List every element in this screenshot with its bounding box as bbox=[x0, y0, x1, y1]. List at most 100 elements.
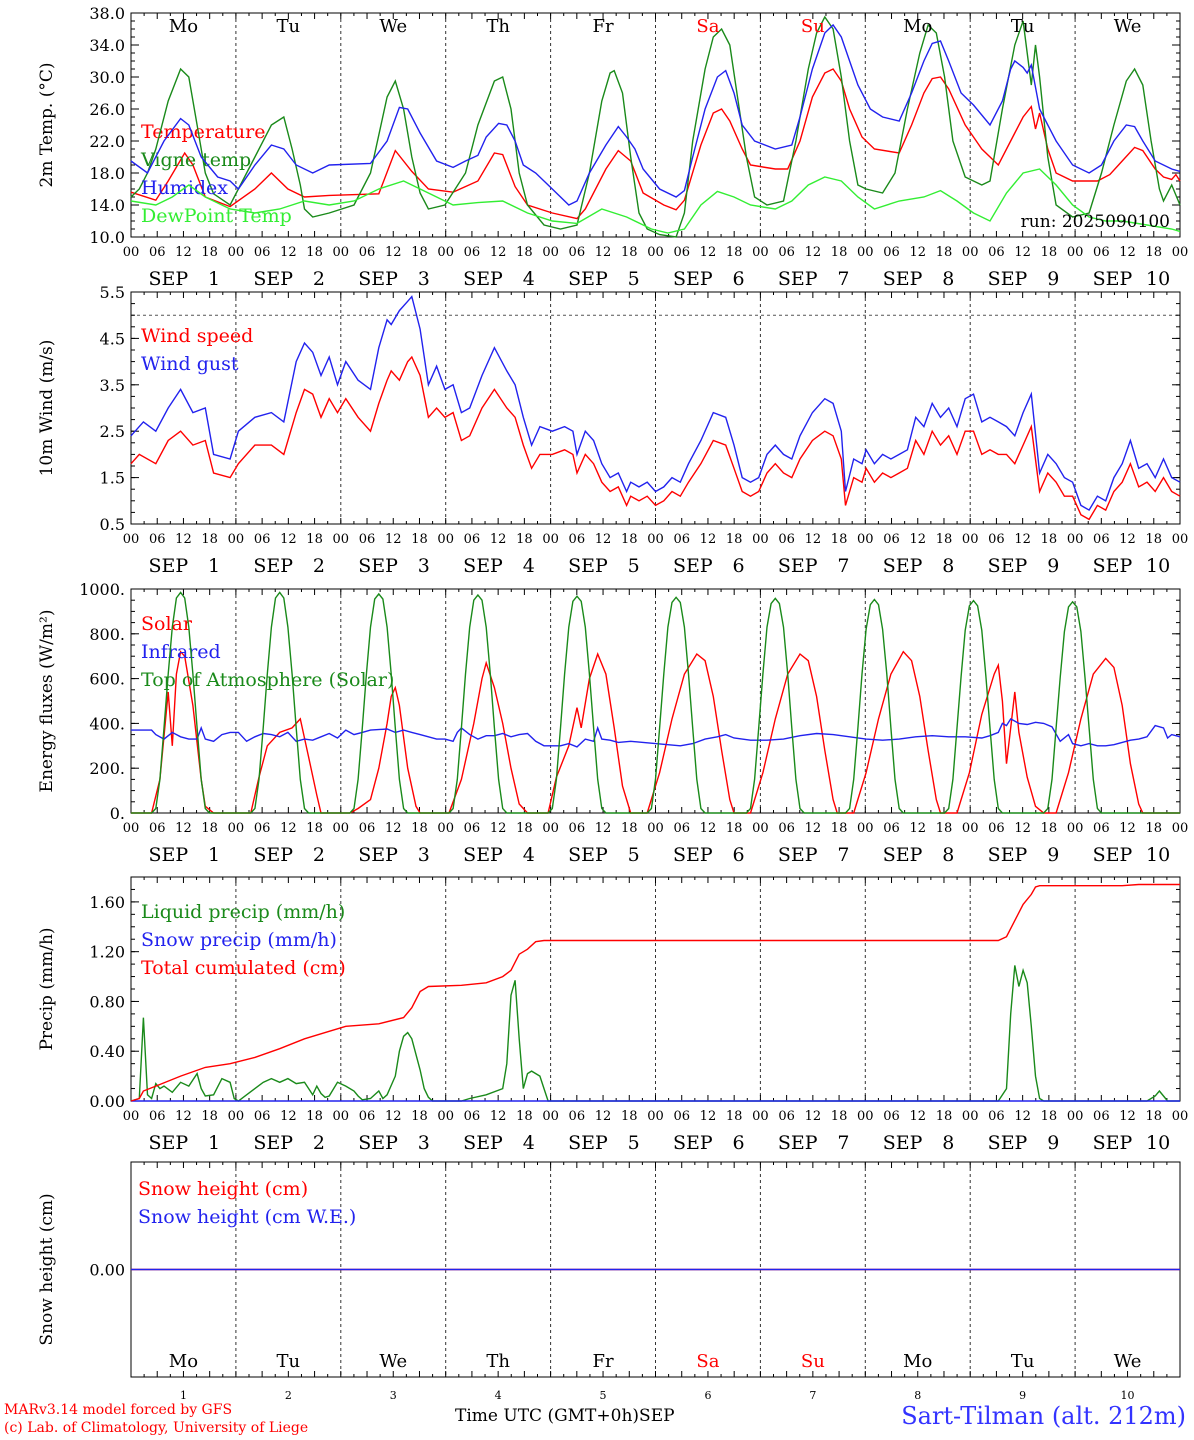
weekday-label: Fr bbox=[593, 16, 614, 37]
hour-tick-label: 12 bbox=[385, 245, 402, 260]
y-tick-label: 0.00 bbox=[89, 1092, 125, 1111]
date-month-label: SEP bbox=[1093, 268, 1133, 290]
hour-tick-label: 18 bbox=[201, 1109, 218, 1124]
date-month-label: SEP bbox=[1093, 844, 1133, 866]
panel-temp: 10.0 14.0 18.0 22.0 26.0 30.0 34.0 38.0 2m Temp.… bbox=[37, 4, 1188, 290]
hour-tick-label: 18 bbox=[621, 245, 638, 260]
hour-tick-label: 00 bbox=[647, 532, 664, 547]
date-day-label: 5 bbox=[628, 555, 640, 577]
hour-tick-label: 18 bbox=[306, 1109, 323, 1124]
hour-tick-label: 18 bbox=[1146, 1109, 1163, 1124]
legend-entry: Snow precip (mm/h) bbox=[141, 929, 337, 951]
day-number-label: 4 bbox=[495, 1389, 502, 1402]
y-tick-label: 0.80 bbox=[89, 992, 125, 1011]
model-credit: MARv3.14 model forced by GFS bbox=[4, 1402, 233, 1418]
date-day-label: 10 bbox=[1146, 1132, 1170, 1154]
hour-tick-label: 18 bbox=[726, 532, 743, 547]
series-line-wind-gust bbox=[130, 295, 1181, 512]
hour-tick-label: 12 bbox=[490, 245, 507, 260]
y-tick-label: 1000. bbox=[79, 580, 125, 599]
date-month-label: SEP bbox=[673, 1132, 713, 1154]
hour-tick-label: 00 bbox=[437, 245, 454, 260]
hour-tick-label: 18 bbox=[306, 532, 323, 547]
y-axis-label: Precip (mm/h) bbox=[37, 927, 57, 1050]
hour-tick-label: 18 bbox=[516, 1109, 533, 1124]
legend-entry: Snow height (cm) bbox=[138, 1178, 308, 1200]
date-day-label: 3 bbox=[418, 555, 430, 577]
hour-tick-label: 00 bbox=[752, 532, 769, 547]
hour-tick-label: 06 bbox=[988, 1109, 1005, 1124]
date-day-label: 7 bbox=[837, 555, 849, 577]
y-tick-label: 2.5 bbox=[100, 422, 125, 441]
weekday-label: Tu bbox=[1011, 16, 1035, 37]
date-day-label: 5 bbox=[628, 844, 640, 866]
hour-tick-label: 12 bbox=[490, 532, 507, 547]
hour-tick-label: 00 bbox=[228, 532, 245, 547]
legend-entry: Wind speed bbox=[141, 325, 253, 347]
panel-snow: 0.00 Snow height (cm) Snow height (cm) Snow… bbox=[37, 1161, 1181, 1402]
legend-entry: Temperature bbox=[141, 121, 265, 143]
legend-entry: Liquid precip (mm/h) bbox=[141, 901, 345, 923]
date-month-label: SEP bbox=[883, 555, 923, 577]
date-day-label: 5 bbox=[628, 268, 640, 290]
hour-tick-label: 00 bbox=[333, 532, 350, 547]
date-day-label: 3 bbox=[418, 1132, 430, 1154]
y-tick-label: 30.0 bbox=[89, 68, 125, 87]
day-number-label: 1 bbox=[180, 1389, 187, 1402]
hour-tick-label: 06 bbox=[149, 1109, 166, 1124]
hour-tick-label: 00 bbox=[437, 821, 454, 836]
hour-tick-label: 18 bbox=[516, 245, 533, 260]
y-tick-label: 800. bbox=[89, 625, 125, 644]
hour-tick-label: 12 bbox=[385, 1109, 402, 1124]
date-month-label: SEP bbox=[463, 1132, 503, 1154]
date-month-label: SEP bbox=[253, 1132, 293, 1154]
hour-tick-label: 06 bbox=[1093, 1109, 1110, 1124]
y-tick-label: 5.5 bbox=[100, 283, 125, 302]
hour-tick-label: 06 bbox=[569, 245, 586, 260]
date-day-label: 6 bbox=[732, 844, 744, 866]
hour-tick-label: 06 bbox=[1093, 245, 1110, 260]
hour-tick-label: 00 bbox=[1067, 821, 1084, 836]
date-month-label: SEP bbox=[253, 555, 293, 577]
hour-tick-label: 12 bbox=[595, 1109, 612, 1124]
hour-tick-label: 00 bbox=[752, 245, 769, 260]
hour-tick-label: 06 bbox=[359, 532, 376, 547]
hour-tick-label: 12 bbox=[909, 1109, 926, 1124]
y-axis-label: 10m Wind (m/s) bbox=[37, 340, 57, 477]
hour-tick-label: 06 bbox=[254, 1109, 271, 1124]
hour-tick-label: 18 bbox=[831, 1109, 848, 1124]
hour-tick-label: 12 bbox=[385, 532, 402, 547]
hour-tick-label: 06 bbox=[883, 245, 900, 260]
hour-tick-label: 18 bbox=[201, 532, 218, 547]
hour-tick-label: 18 bbox=[726, 245, 743, 260]
series-line-liquid-precip-mm-h- bbox=[130, 965, 1180, 1102]
legend-entry: Total cumulated (cm) bbox=[141, 957, 346, 979]
legend-entry: Solar bbox=[141, 613, 193, 635]
date-day-label: 3 bbox=[418, 268, 430, 290]
y-tick-label: 400. bbox=[89, 714, 125, 733]
date-month-label: SEP bbox=[568, 268, 608, 290]
hour-tick-label: 00 bbox=[857, 1109, 874, 1124]
hour-tick-label: 12 bbox=[700, 532, 717, 547]
hour-tick-label: 12 bbox=[1119, 532, 1136, 547]
hour-tick-label: 06 bbox=[464, 532, 481, 547]
date-day-label: 9 bbox=[1047, 268, 1059, 290]
date-day-label: 10 bbox=[1146, 844, 1170, 866]
y-tick-label: 38.0 bbox=[89, 4, 125, 23]
station-title: Sart-Tilman (alt. 212m) bbox=[901, 1402, 1186, 1430]
date-month-label: SEP bbox=[148, 555, 188, 577]
date-day-label: 2 bbox=[313, 268, 325, 290]
day-number-label: 5 bbox=[600, 1389, 607, 1402]
legend-entry: Infrared bbox=[141, 641, 221, 663]
hour-tick-label: 00 bbox=[962, 1109, 979, 1124]
date-day-label: 2 bbox=[313, 555, 325, 577]
hour-tick-label: 18 bbox=[411, 821, 428, 836]
hour-tick-label: 18 bbox=[306, 245, 323, 260]
hour-tick-label: 18 bbox=[201, 245, 218, 260]
date-month-label: SEP bbox=[778, 268, 818, 290]
y-tick-label: 14.0 bbox=[89, 196, 125, 215]
weekday-label: Tu bbox=[277, 1351, 301, 1372]
hour-tick-label: 12 bbox=[280, 532, 297, 547]
hour-tick-label: 18 bbox=[936, 532, 953, 547]
